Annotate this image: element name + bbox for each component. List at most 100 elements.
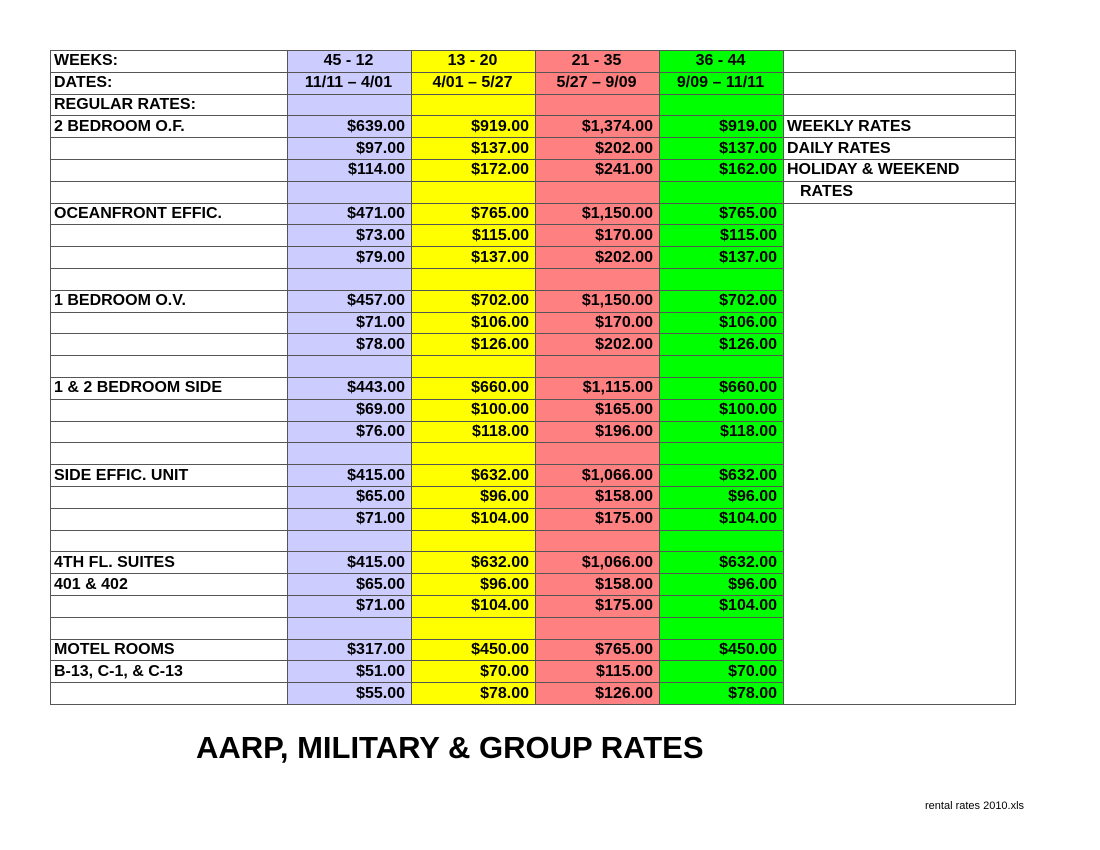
table-row: $65.00 $96.00 $158.00 $96.00 — [50, 485, 1016, 509]
table-row: OCEANFRONT EFFIC. $471.00 $765.00 $1,150.00… — [50, 202, 1016, 226]
legend-cell — [783, 312, 1016, 334]
rate-cell: $126.00 — [659, 333, 784, 357]
rate-cell: $115.00 — [411, 224, 536, 248]
table-row — [50, 355, 1016, 378]
rate-cell: $765.00 — [535, 638, 660, 662]
rate-cell: $71.00 — [287, 311, 412, 335]
rate-cell: $632.00 — [411, 464, 536, 487]
table-row: $71.00 $104.00 $175.00 $104.00 — [50, 507, 1016, 531]
row-label: DATES: — [50, 71, 288, 95]
legend-cell — [783, 486, 1016, 509]
table-row — [50, 442, 1016, 466]
rate-cell: $660.00 — [411, 376, 536, 400]
rate-cell: $106.00 — [659, 311, 784, 335]
rate-cell: $137.00 — [659, 137, 784, 160]
legend-cell — [783, 617, 1016, 640]
rate-cell: $702.00 — [411, 289, 536, 313]
rate-cell — [287, 442, 412, 466]
rate-cell: $96.00 — [659, 573, 784, 596]
table-row — [50, 529, 1016, 553]
rate-cell: $55.00 — [287, 682, 412, 705]
table-row: WEEKS: 45 - 12 13 - 20 21 - 35 36 - 44 — [50, 50, 1016, 73]
row-label — [50, 158, 288, 182]
rate-cell: $118.00 — [411, 420, 536, 444]
legend-cell — [783, 224, 1016, 247]
table-row: SIDE EFFIC. UNIT $415.00 $632.00 $1,066.00 $… — [50, 464, 1016, 487]
row-label — [50, 311, 288, 335]
rate-cell: $202.00 — [535, 246, 660, 269]
legend-cell — [783, 573, 1016, 596]
rate-cell: 45 - 12 — [287, 50, 412, 73]
rates-table: WEEKS: 45 - 12 13 - 20 21 - 35 36 - 44 DATES:… — [50, 50, 1016, 705]
rate-cell: $65.00 — [287, 573, 412, 596]
legend-cell — [783, 530, 1016, 552]
rate-cell: $162.00 — [659, 158, 784, 182]
rate-cell — [535, 529, 660, 553]
rate-cell: $919.00 — [411, 115, 536, 139]
legend-cell — [783, 551, 1016, 574]
row-label: 4TH FL. SUITES — [50, 551, 288, 575]
table-row: $76.00 $118.00 $196.00 $118.00 — [50, 420, 1016, 444]
rate-cell — [535, 355, 660, 378]
rate-cell: $115.00 — [659, 224, 784, 248]
row-label: B-13, C-1, & C-13 — [50, 660, 288, 684]
table-row: $79.00 $137.00 $202.00 $137.00 — [50, 246, 1016, 269]
rate-cell: 9/09 – 11/11 — [659, 71, 784, 95]
row-label: 2 BEDROOM O.F. — [50, 115, 288, 139]
rate-cell: $137.00 — [411, 246, 536, 269]
rate-cell: $919.00 — [659, 115, 784, 139]
row-label: 1 & 2 BEDROOM SIDE — [50, 376, 288, 400]
rate-cell: $114.00 — [287, 158, 412, 182]
legend-cell: RATES — [783, 180, 1016, 204]
rate-cell: $241.00 — [535, 158, 660, 182]
rate-cell: 13 - 20 — [411, 50, 536, 73]
row-label: REGULAR RATES: — [50, 93, 288, 117]
rate-cell: $73.00 — [287, 224, 412, 248]
rate-cell: $137.00 — [411, 137, 536, 160]
table-row: REGULAR RATES: — [50, 93, 1016, 117]
rate-cell — [411, 93, 536, 117]
rate-cell: $118.00 — [659, 420, 784, 444]
rate-cell: $443.00 — [287, 376, 412, 400]
table-row: RATES — [50, 180, 1016, 204]
rate-cell: $65.00 — [287, 485, 412, 509]
rate-cell: $158.00 — [535, 485, 660, 509]
page-title: AARP, MILITARY & GROUP RATES — [196, 730, 704, 765]
rate-cell: $1,150.00 — [535, 289, 660, 313]
table-row — [50, 267, 1016, 291]
rate-cell — [411, 267, 536, 291]
rate-cell: $78.00 — [659, 682, 784, 705]
rate-cell: $175.00 — [535, 594, 660, 618]
table-row: 1 BEDROOM O.V. $457.00 $702.00 $1,150.00 $70… — [50, 289, 1016, 313]
rate-cell — [659, 180, 784, 204]
rate-cell: $175.00 — [535, 507, 660, 531]
rate-cell — [411, 180, 536, 204]
rate-cell: $104.00 — [659, 507, 784, 531]
legend-cell — [783, 377, 1016, 400]
row-label — [50, 398, 288, 422]
rate-cell: $76.00 — [287, 420, 412, 444]
legend-cell — [783, 595, 1016, 618]
rate-cell: $78.00 — [287, 333, 412, 357]
rate-cell: $115.00 — [535, 660, 660, 684]
legend-cell — [783, 268, 1016, 291]
legend-cell — [783, 333, 1016, 356]
rate-cell: $170.00 — [535, 311, 660, 335]
rate-cell: $78.00 — [411, 682, 536, 705]
rate-cell: $202.00 — [535, 137, 660, 160]
rate-cell: $765.00 — [411, 202, 536, 226]
legend-cell: HOLIDAY & WEEKEND — [783, 158, 1016, 182]
rate-cell — [535, 267, 660, 291]
legend-cell — [783, 203, 1016, 225]
legend-cell — [783, 290, 1016, 313]
row-label: WEEKS: — [50, 50, 288, 73]
legend-cell — [783, 660, 1016, 683]
rate-cell: $104.00 — [659, 594, 784, 618]
rate-cell: $1,115.00 — [535, 376, 660, 400]
rate-cell: $96.00 — [411, 573, 536, 596]
rate-cell: 4/01 – 5/27 — [411, 71, 536, 95]
rate-cell: $165.00 — [535, 398, 660, 422]
row-label — [50, 507, 288, 531]
table-row — [50, 616, 1016, 640]
rate-cell: $457.00 — [287, 289, 412, 313]
